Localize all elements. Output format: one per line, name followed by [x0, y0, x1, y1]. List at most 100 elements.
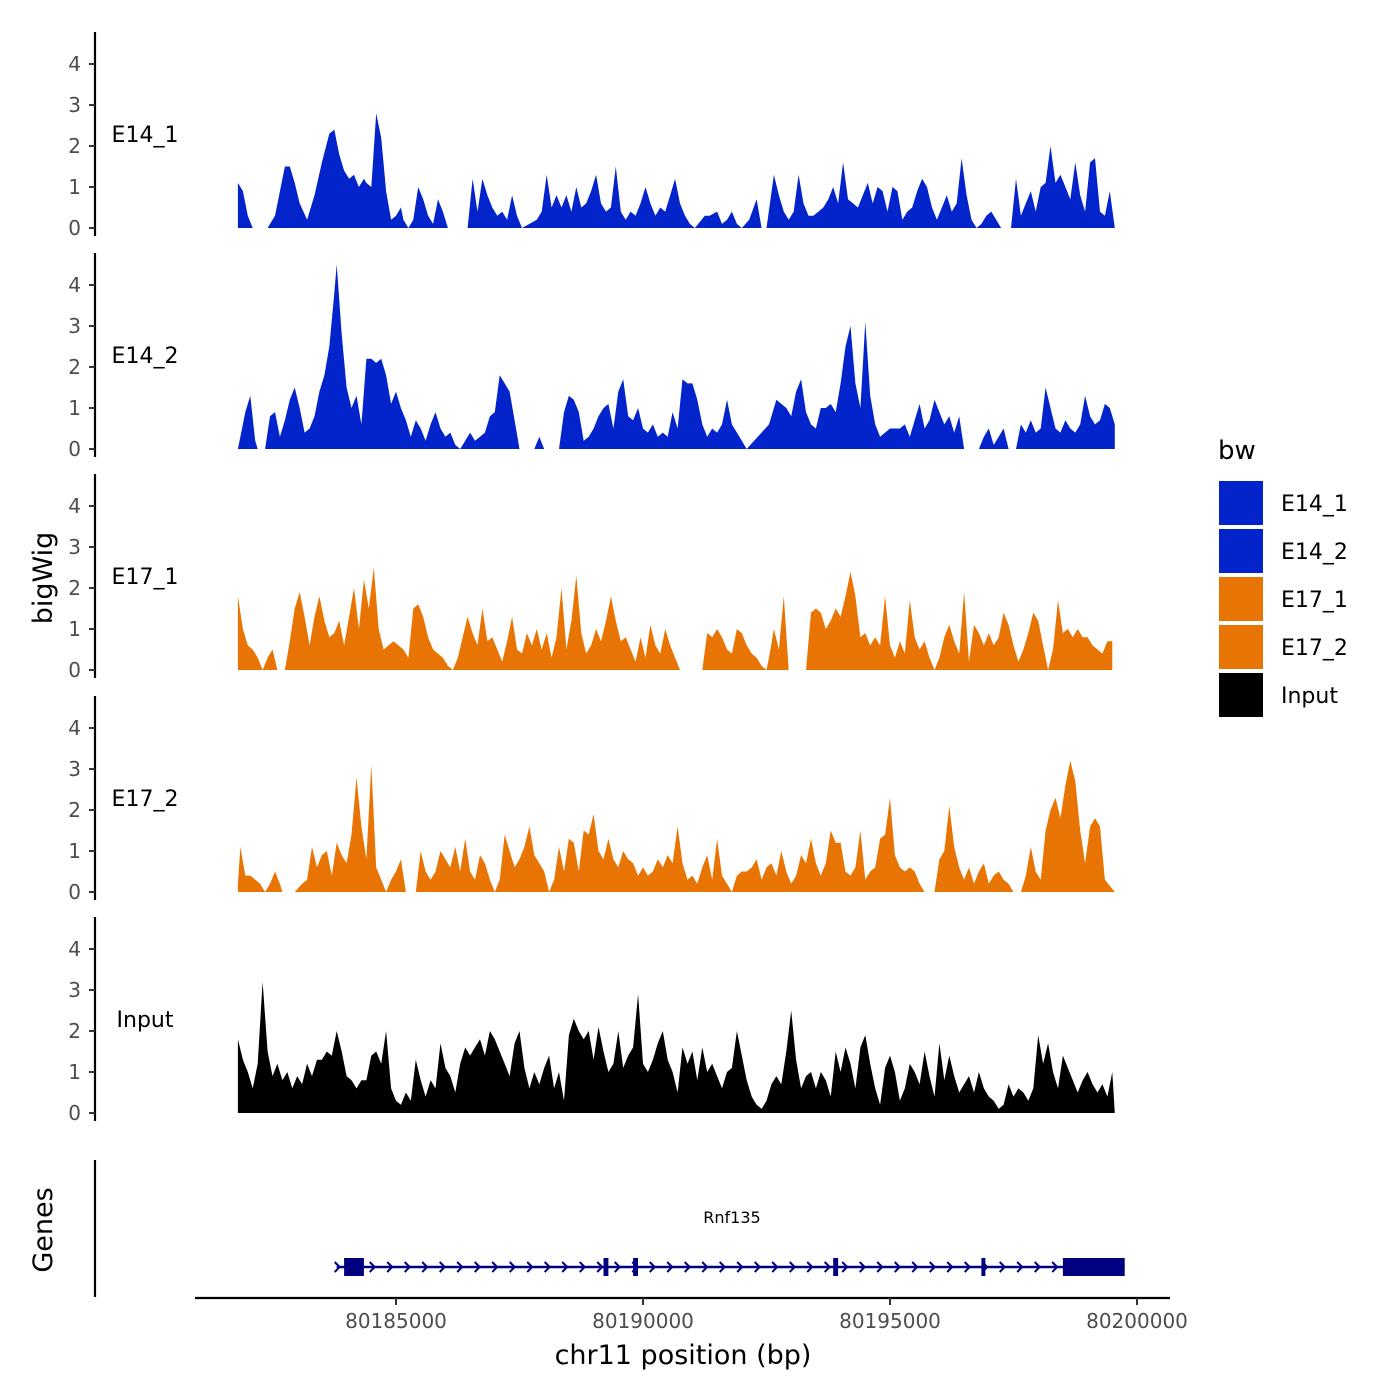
- track-input: 0 1 2 3 4 Input: [68, 917, 1115, 1125]
- y-tick-label: 0: [68, 658, 81, 682]
- strand-arrow: [403, 1261, 412, 1273]
- y-tick-label: 3: [68, 93, 81, 117]
- gene-track: Rnf135: [93, 1160, 1125, 1297]
- gene-exon: [633, 1258, 638, 1276]
- strand-arrow: [578, 1261, 587, 1273]
- strand-arrow: [928, 1261, 937, 1273]
- track-label: E17_2: [112, 787, 179, 812]
- x-axis-title: chr11 position (bp): [555, 1340, 812, 1371]
- strand-arrow: [473, 1261, 482, 1273]
- track-label: Input: [117, 1008, 174, 1033]
- gene-exon: [344, 1258, 364, 1276]
- legend-label: E14_2: [1281, 540, 1348, 565]
- x-tick-label: 80195000: [839, 1309, 941, 1333]
- legend-swatch-input: [1219, 673, 1263, 717]
- y-tick-label: 1: [68, 1060, 81, 1084]
- strand-arrow: [893, 1261, 902, 1273]
- strand-arrow: [666, 1261, 674, 1273]
- strand-arrow: [788, 1261, 797, 1273]
- strand-arrow: [333, 1261, 342, 1273]
- x-tick-label: 80185000: [345, 1309, 447, 1333]
- y-tick-label: 4: [68, 52, 81, 76]
- strand-arrow: [963, 1261, 972, 1273]
- strand-arrow: [613, 1261, 622, 1273]
- y-tick-label: 0: [68, 216, 81, 240]
- y-tick-label: 2: [68, 355, 81, 379]
- strand-arrow: [946, 1261, 954, 1273]
- strand-arrow: [456, 1261, 464, 1273]
- legend-swatch-e17-2: [1219, 625, 1263, 669]
- coverage-area-e17-2: [237, 760, 1115, 892]
- strand-arrow: [858, 1261, 867, 1273]
- legend-label: E17_1: [1281, 588, 1348, 613]
- y-axis-title: bigWig: [28, 532, 59, 625]
- legend-label: E14_1: [1281, 492, 1348, 517]
- y-tick-label: 2: [68, 1019, 81, 1043]
- strand-arrow: [421, 1261, 429, 1273]
- gene-exon: [1062, 1258, 1125, 1276]
- strand-arrow: [508, 1261, 517, 1273]
- strand-arrow: [701, 1261, 709, 1273]
- strand-arrow: [368, 1261, 377, 1273]
- strand-arrow: [683, 1261, 692, 1273]
- gene-name-label: Rnf135: [703, 1208, 760, 1227]
- gene-exon: [833, 1258, 839, 1276]
- y-tick-label: 1: [68, 396, 81, 420]
- track-label: E14_1: [112, 123, 179, 148]
- y-tick-label: 0: [68, 1101, 81, 1125]
- y-tick-label: 3: [68, 978, 81, 1002]
- strand-arrow: [386, 1261, 394, 1273]
- strand-arrow: [561, 1261, 569, 1273]
- strand-arrow: [736, 1261, 744, 1273]
- track-e17-1: 0 1 2 3 4 E17_1: [68, 474, 1113, 682]
- legend-swatch-e17-1: [1219, 577, 1263, 621]
- track-e14-2: 0 1 2 3 4 E14_2: [68, 253, 1115, 461]
- track-e17-2: 0 1 2 3 4 E17_2: [68, 696, 1115, 904]
- strand-arrow: [1033, 1261, 1042, 1273]
- legend-swatch-e14-1: [1219, 481, 1263, 525]
- x-axis: 80185000 80190000 80195000 80200000: [195, 1296, 1188, 1333]
- strand-arrow: [491, 1261, 499, 1273]
- y-tick-label: 2: [68, 576, 81, 600]
- coverage-area-input: [237, 981, 1115, 1113]
- coverage-area-e14-2: [237, 264, 1115, 449]
- track-e14-1: 0 1 2 3 4 E14_1: [68, 32, 1115, 240]
- y-tick-label: 2: [68, 134, 81, 158]
- track-label: E14_2: [112, 344, 179, 369]
- strand-arrow: [543, 1261, 552, 1273]
- strand-arrow: [438, 1261, 447, 1273]
- strand-arrow: [753, 1261, 762, 1273]
- legend: bw E14_1 E14_2 E17_1 E17_2 Input: [1218, 436, 1348, 717]
- x-tick-label: 80200000: [1086, 1309, 1188, 1333]
- y-tick-label: 4: [68, 273, 81, 297]
- y-tick-label: 4: [68, 494, 81, 518]
- y-tick-label: 3: [68, 314, 81, 338]
- y-tick-label: 0: [68, 437, 81, 461]
- strand-arrow: [596, 1261, 604, 1273]
- legend-title: bw: [1218, 436, 1256, 466]
- strand-arrow: [526, 1261, 534, 1273]
- gene-exon: [981, 1258, 986, 1276]
- y-tick-label: 2: [68, 798, 81, 822]
- strand-arrow: [823, 1261, 832, 1273]
- gene-exon: [603, 1258, 609, 1276]
- strand-arrow: [911, 1261, 919, 1273]
- strand-arrow: [648, 1261, 657, 1273]
- strand-arrow: [1051, 1261, 1059, 1273]
- legend-label: E17_2: [1281, 636, 1348, 661]
- strand-arrow: [841, 1261, 849, 1273]
- coverage-tracks: 0 1 2 3 4 E14_1 0 1 2 3 4 E14_2 0 1 2 3 4 E17_1 0 1 2 3 4 E17_2…: [68, 32, 1115, 1125]
- strand-arrow: [876, 1261, 884, 1273]
- y-tick-label: 3: [68, 535, 81, 559]
- coverage-area-e14-1: [237, 113, 1115, 228]
- y-tick-label: 4: [68, 716, 81, 740]
- strand-arrow: [998, 1261, 1007, 1273]
- legend-swatch-e14-2: [1219, 529, 1263, 573]
- strand-arrow: [771, 1261, 779, 1273]
- y-tick-label: 4: [68, 937, 81, 961]
- y-tick-label: 0: [68, 880, 81, 904]
- legend-label: Input: [1281, 684, 1338, 709]
- y-tick-label: 1: [68, 617, 81, 641]
- y-tick-label: 3: [68, 757, 81, 781]
